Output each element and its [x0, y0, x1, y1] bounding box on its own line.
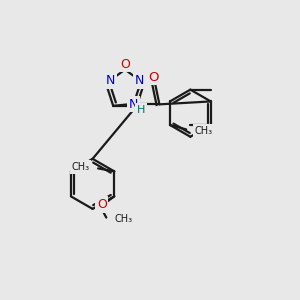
Text: O: O: [148, 71, 159, 84]
Text: N: N: [106, 74, 115, 87]
Text: H: H: [137, 105, 145, 115]
Text: N: N: [129, 98, 138, 111]
Text: CH₃: CH₃: [194, 126, 212, 136]
Text: CH₃: CH₃: [115, 214, 133, 224]
Text: CH₃: CH₃: [72, 162, 90, 172]
Text: N: N: [135, 74, 144, 87]
Text: O: O: [120, 58, 130, 71]
Text: O: O: [97, 198, 107, 211]
